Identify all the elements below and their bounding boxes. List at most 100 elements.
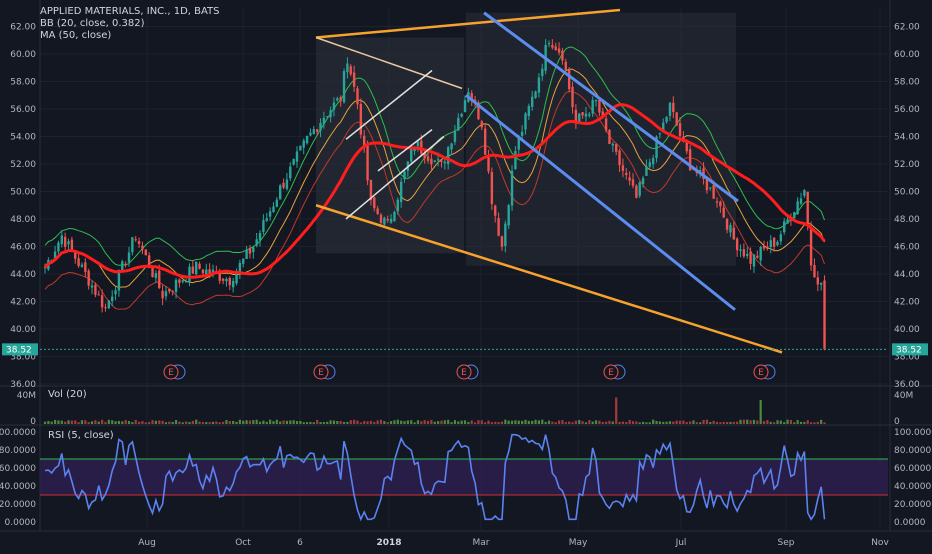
volume-bar xyxy=(393,420,396,424)
candle xyxy=(618,150,621,166)
candle xyxy=(813,264,816,278)
volume-bar xyxy=(591,421,594,424)
price-tick-right: 40.00 xyxy=(894,325,920,335)
last-price-tag-label: 38.52 xyxy=(896,345,922,355)
candle xyxy=(500,236,504,247)
candle xyxy=(279,185,282,200)
volume-bar xyxy=(739,419,742,424)
candle xyxy=(658,133,662,135)
volume-bar xyxy=(473,422,477,424)
volume-bar xyxy=(568,421,571,424)
x-tick-label: May xyxy=(569,538,588,548)
volume-bar xyxy=(668,421,672,424)
candle xyxy=(672,102,675,112)
candle xyxy=(675,112,678,126)
volume-bar xyxy=(645,422,648,424)
pattern-line xyxy=(315,36,463,90)
candle xyxy=(473,99,477,102)
volume-bar xyxy=(292,420,295,424)
volume-bar xyxy=(148,421,151,424)
candle xyxy=(184,281,188,283)
candle xyxy=(292,159,295,165)
volume-bar xyxy=(628,419,631,424)
volume-bar xyxy=(262,420,265,424)
volume-bar xyxy=(470,420,473,424)
volume-bar xyxy=(547,420,551,424)
bb-indicator-label[interactable]: BB (20, close, 0.382) xyxy=(40,18,145,29)
candle xyxy=(154,273,158,279)
channel-upper-line xyxy=(483,11,739,203)
price-tick-left: 58.00 xyxy=(10,78,36,88)
volume-tick-top-right: 40M xyxy=(894,391,913,401)
candle xyxy=(641,178,645,185)
rsi-tick-left: 100.0000 xyxy=(0,428,36,438)
candle xyxy=(399,181,403,203)
candle xyxy=(252,247,255,253)
candle xyxy=(735,238,739,251)
volume-bar xyxy=(127,420,131,424)
volume-bar xyxy=(564,422,567,424)
volume-bar xyxy=(665,421,668,424)
volume-bar xyxy=(746,419,749,424)
candle xyxy=(410,148,413,162)
last-price-tag xyxy=(2,343,38,356)
candle xyxy=(389,218,393,223)
candle xyxy=(161,290,164,299)
candle xyxy=(342,71,346,103)
candle xyxy=(268,211,272,217)
volume-bar xyxy=(463,420,467,424)
candle xyxy=(74,252,77,259)
candle xyxy=(386,218,389,221)
volume-bar xyxy=(104,421,107,424)
candle xyxy=(221,278,225,281)
price-tick-left: 54.00 xyxy=(10,133,36,143)
volume-bar xyxy=(823,422,826,424)
pattern-line xyxy=(345,135,445,220)
candle xyxy=(205,269,208,275)
volume-bar xyxy=(561,420,564,424)
volume-bar xyxy=(477,420,480,424)
candle xyxy=(793,212,796,219)
volume-bar xyxy=(692,420,695,424)
volume-label[interactable]: Vol (20) xyxy=(48,389,87,400)
candle xyxy=(682,136,685,140)
volume-bar xyxy=(242,420,245,424)
volume-bar xyxy=(406,420,409,424)
earnings-badge: E xyxy=(753,364,776,380)
volume-bar xyxy=(722,421,725,424)
candle xyxy=(541,68,544,77)
candle xyxy=(302,140,305,148)
volume-bar xyxy=(363,421,366,424)
ma-indicator-label[interactable]: MA (50, close) xyxy=(40,30,112,41)
price-tick-right: 54.00 xyxy=(894,133,920,143)
candle xyxy=(783,221,786,233)
candle xyxy=(147,255,151,269)
candle xyxy=(648,162,651,167)
candle xyxy=(289,166,292,179)
volume-bar xyxy=(652,419,655,424)
candle xyxy=(591,100,594,114)
candle xyxy=(655,136,658,159)
candle xyxy=(114,290,117,295)
candle xyxy=(547,43,551,45)
volume-bar xyxy=(174,420,178,424)
x-tick-label: Oct xyxy=(235,538,251,548)
volume-bar xyxy=(232,420,235,424)
candle xyxy=(379,214,383,223)
candle xyxy=(104,307,107,309)
candle xyxy=(87,270,90,286)
candle xyxy=(84,262,87,272)
candle xyxy=(571,86,574,108)
volume-bar xyxy=(702,419,705,424)
volume-bar xyxy=(111,420,114,424)
volume-bar xyxy=(510,420,514,424)
candle xyxy=(688,149,692,171)
candle xyxy=(228,277,231,286)
candle xyxy=(201,269,205,274)
volume-bar xyxy=(154,420,157,424)
volume-bar xyxy=(221,421,225,424)
rsi-label[interactable]: RSI (5, close) xyxy=(48,430,114,441)
candle xyxy=(319,122,322,131)
